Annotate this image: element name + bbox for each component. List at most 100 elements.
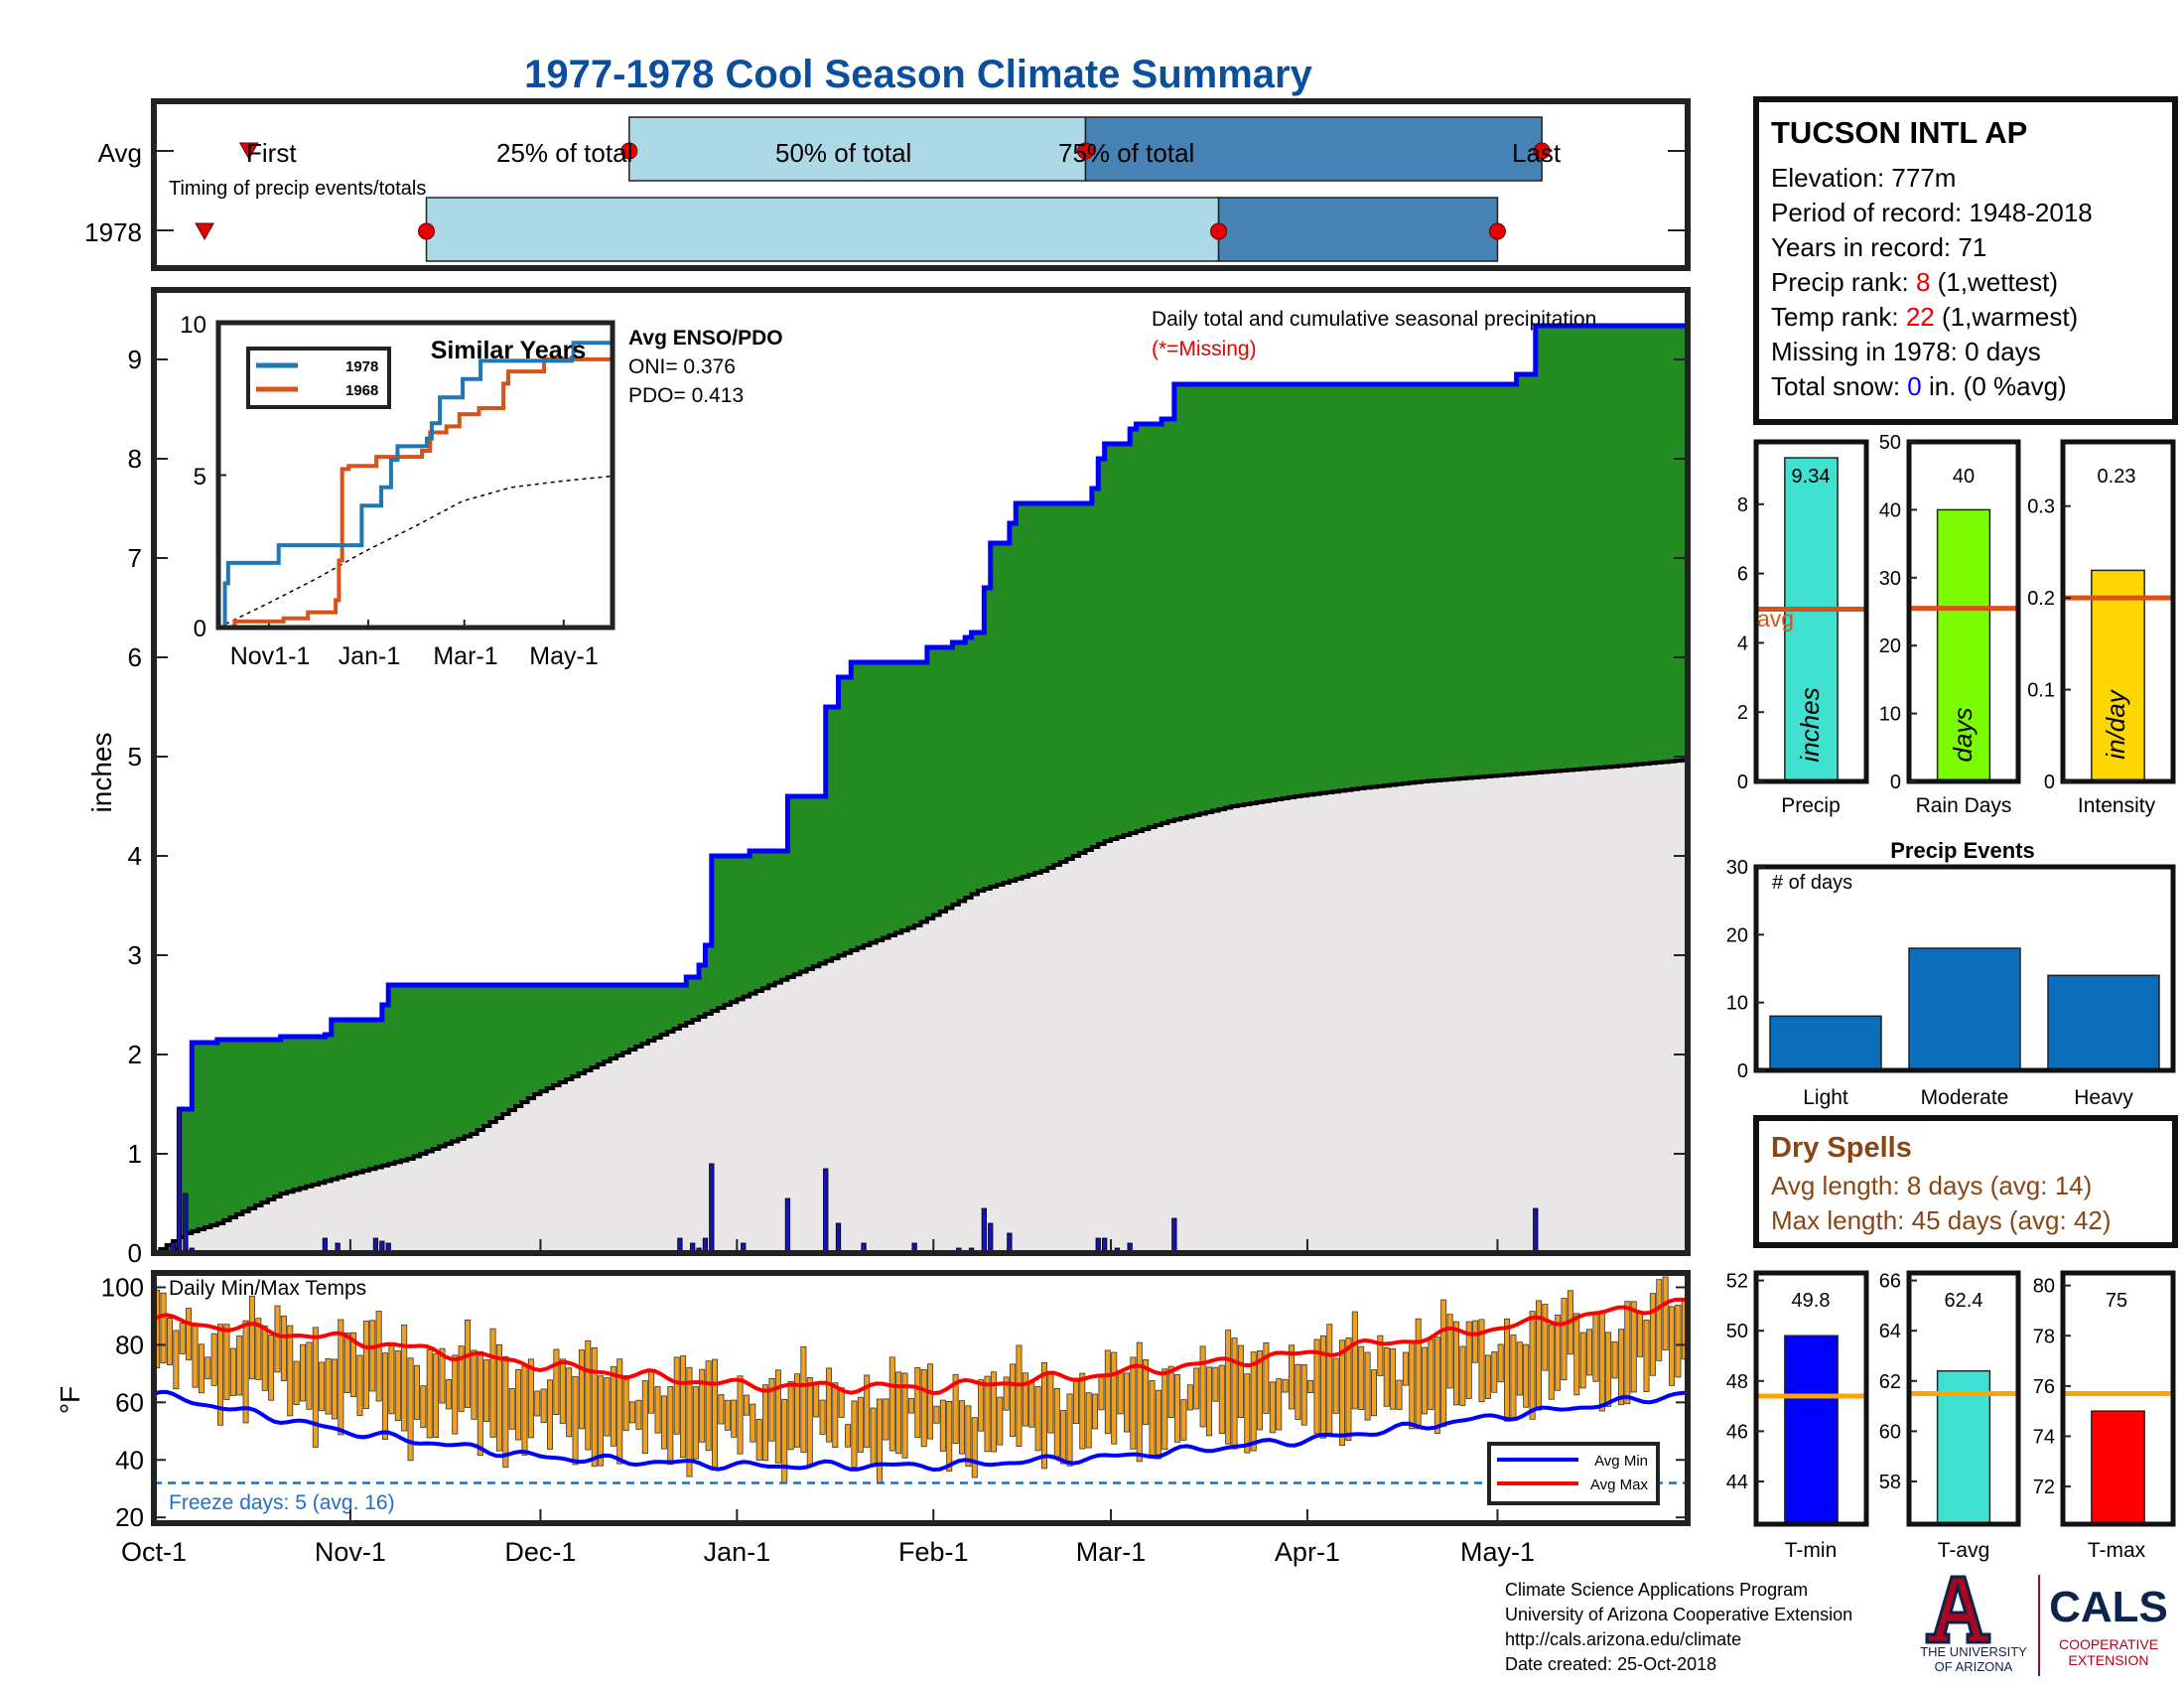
daily-temp-bar — [192, 1323, 199, 1388]
daily-temp-bar — [939, 1399, 946, 1452]
daily-temp-bar — [1465, 1321, 1472, 1399]
daily-temp-bar — [857, 1396, 864, 1453]
y1978-first-marker — [195, 222, 214, 241]
daily-temp-bar — [1586, 1329, 1593, 1376]
temp-plot-area — [153, 1276, 1689, 1484]
daily-temp-bar — [527, 1358, 534, 1439]
dry-spells-avg: Avg length: 8 days (avg: 14) — [1771, 1171, 2092, 1200]
tavg-y-tick-label: 64 — [1879, 1321, 1901, 1342]
daily-temp-bar — [1478, 1319, 1485, 1403]
daily-temp-bar — [654, 1386, 661, 1434]
daily-temp-bar — [1307, 1379, 1314, 1393]
avg-50-75-box — [1084, 116, 1543, 182]
x-axis: Oct-1 Nov-1 Dec-1 Jan-1 Feb-1 Mar-1 Apr-1 May-1 — [121, 1239, 1535, 1567]
avg-25-50-box — [628, 116, 1087, 182]
daily-temp-bar — [920, 1368, 927, 1448]
daily-temp-bar — [1085, 1392, 1092, 1449]
daily-temp-bar — [787, 1380, 794, 1451]
daily-temp-bar — [692, 1386, 699, 1460]
daily-temp-bar — [1143, 1359, 1150, 1426]
events-bar-chart: Light Moderate Heavy 0 10 20 30 — [1726, 857, 2176, 1109]
precip-bar — [1784, 457, 1839, 782]
tmax-bar — [2091, 1410, 2145, 1525]
daily-temp-bar — [1433, 1336, 1440, 1434]
tmax-y-tick-label: 80 — [2033, 1276, 2055, 1298]
inset-xtick-nov: Nov1-1 — [230, 642, 311, 670]
legend-avg-max: Avg Max — [1590, 1477, 1649, 1493]
daily-temp-bar — [585, 1339, 592, 1451]
daily-temp-bar — [1358, 1345, 1365, 1410]
daily-temp-bar — [1561, 1298, 1568, 1381]
tmin-y-tick-label: 44 — [1726, 1472, 1748, 1493]
daily-temp-bar — [699, 1368, 706, 1443]
temp-y-tick-label: 60 — [115, 1387, 144, 1417]
daily-precip-bar — [709, 1163, 715, 1254]
dry-spells-max: Max length: 45 days (avg: 42) — [1771, 1205, 2112, 1235]
daily-temp-bar — [255, 1318, 262, 1380]
daily-temp-bar — [959, 1400, 965, 1455]
inset-1968-line — [218, 356, 613, 630]
daily-temp-bar — [832, 1382, 839, 1448]
daily-temp-bar — [1053, 1388, 1060, 1458]
timing-p50-label: 50% of total — [775, 138, 911, 168]
daily-temp-bar — [673, 1356, 680, 1435]
daily-temp-bar — [1269, 1381, 1276, 1434]
tmax-y-tick-label: 74 — [2033, 1426, 2055, 1448]
daily-temp-bar — [1136, 1341, 1143, 1463]
avg-min-line — [153, 1389, 1689, 1473]
daily-temp-bar — [1497, 1343, 1504, 1383]
raindays-y-tick-label: 30 — [1879, 568, 1901, 590]
main-plot-frame — [151, 287, 1691, 1256]
ua-logo-line-2: OF ARIZONA — [1935, 1659, 2013, 1674]
daily-temp-bar — [489, 1328, 496, 1438]
missing-note: (*=Missing) — [1152, 338, 1257, 360]
daily-temp-bar — [610, 1365, 616, 1447]
daily-temp-bar — [1523, 1343, 1530, 1408]
intensity-y-tick-label: 0.3 — [2027, 496, 2055, 518]
daily-temp-bar — [755, 1419, 762, 1461]
daily-temp-bar — [287, 1325, 294, 1417]
tmin-panel-frame — [1753, 1270, 1869, 1527]
intensity-unit: in/day — [2101, 688, 2130, 759]
daily-precip-bar — [823, 1168, 829, 1254]
daily-temp-bar — [712, 1358, 719, 1469]
tmax-y-tick-label: 78 — [2033, 1326, 2055, 1347]
tmax-value: 75 — [2106, 1290, 2127, 1312]
daily-temp-bar — [160, 1292, 167, 1364]
main-annotation: Daily total and cumulative seasonal prec… — [1152, 308, 1596, 331]
daily-temp-bar — [1300, 1363, 1307, 1426]
daily-precip-bar — [183, 1193, 189, 1254]
daily-temp-bar — [1231, 1337, 1238, 1450]
daily-temp-bar — [1319, 1335, 1326, 1439]
y1978-p50-marker — [1210, 222, 1228, 240]
university-of-arizona-logo: THE UNIVERSITY OF ARIZONA — [1920, 1575, 2027, 1674]
daily-temp-bar — [1662, 1276, 1669, 1350]
daily-precip-bar — [981, 1207, 987, 1254]
daily-temp-bar — [800, 1345, 807, 1454]
daily-temp-bar — [300, 1343, 307, 1402]
daily-temp-bar — [914, 1366, 921, 1439]
daily-temp-bar — [1656, 1279, 1663, 1361]
daily-temp-bar — [229, 1347, 236, 1396]
tmin-y-tick-label: 46 — [1726, 1421, 1748, 1443]
main-y-tick-label: 3 — [128, 940, 142, 970]
daily-temp-bar — [198, 1343, 205, 1394]
precip-avg-label: avg — [1757, 606, 1794, 632]
raindays-bar — [1936, 508, 1991, 782]
footer-line-3: http://cals.arizona.edu/climate — [1505, 1629, 1741, 1649]
daily-temp-bar — [591, 1346, 598, 1468]
daily-temp-bar — [566, 1367, 573, 1438]
temp-panel-label: Daily Min/Max Temps — [169, 1277, 366, 1300]
daily-temp-bar — [1218, 1364, 1225, 1435]
tmin-panel-label: T-min — [1785, 1539, 1838, 1562]
daily-temp-bar — [1155, 1389, 1161, 1460]
footer-line-1: Climate Science Applications Program — [1505, 1580, 1808, 1600]
daily-temp-bar — [680, 1355, 687, 1459]
x-tick-label: Nov-1 — [315, 1537, 386, 1567]
events-title: Precip Events — [1890, 838, 2035, 863]
raindays-y-tick-label: 50 — [1879, 432, 1901, 454]
daily-temp-bar — [1377, 1335, 1384, 1376]
daily-temp-bar — [1669, 1306, 1676, 1386]
daily-temp-bar — [762, 1384, 769, 1462]
daily-temp-bar — [984, 1375, 991, 1453]
